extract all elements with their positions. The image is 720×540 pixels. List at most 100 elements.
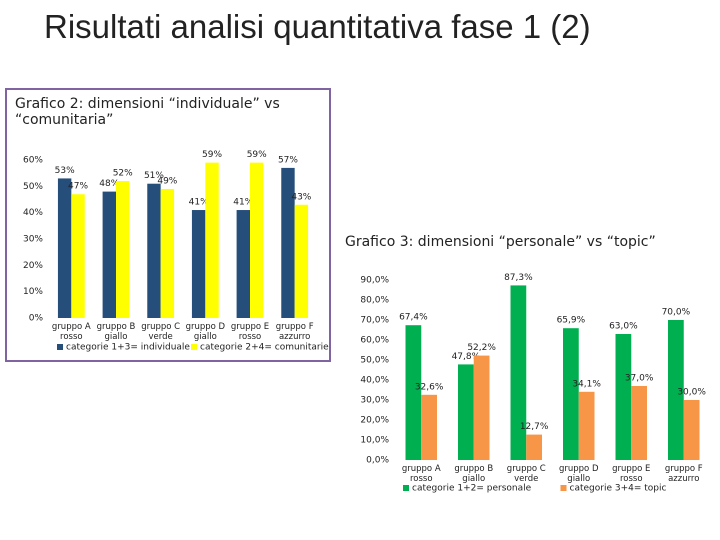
data-label: 47% bbox=[68, 182, 88, 192]
y-tick-label: 60% bbox=[23, 156, 43, 166]
data-label: 57% bbox=[278, 155, 298, 165]
bar bbox=[116, 181, 130, 318]
bar bbox=[473, 355, 490, 460]
x-label-box: gruppo A rosso bbox=[52, 322, 91, 342]
x-tick-label: gruppo D giallo bbox=[185, 322, 226, 342]
data-label: 47,8% bbox=[452, 352, 481, 362]
data-label: 12,7% bbox=[520, 422, 549, 432]
x-tick-label: gruppo C verde bbox=[141, 322, 181, 342]
chart-box: Grafico 3: dimensioni “personale” vs “to… bbox=[335, 228, 715, 536]
data-label: 59% bbox=[202, 150, 222, 160]
legend-label: categorie 1+3= individuale bbox=[66, 343, 190, 353]
x-tick-label: gruppo B giallo bbox=[454, 464, 494, 484]
y-tick-label: 50,0% bbox=[360, 356, 389, 366]
data-label: 41% bbox=[233, 198, 253, 208]
legend-label: categorie 1+2= personale bbox=[412, 484, 532, 494]
data-label: 70,0% bbox=[662, 308, 691, 318]
x-tick-label: gruppo F azzurro bbox=[664, 464, 703, 484]
y-tick-label: 30,0% bbox=[360, 396, 389, 406]
x-label-box: gruppo B giallo bbox=[96, 322, 136, 342]
bar bbox=[147, 183, 161, 318]
data-label: 48% bbox=[99, 179, 119, 189]
bar bbox=[57, 178, 72, 318]
bar bbox=[205, 162, 219, 318]
data-label: 41% bbox=[189, 198, 209, 208]
bar bbox=[458, 364, 474, 460]
bar bbox=[191, 210, 206, 318]
y-tick-label: 50% bbox=[23, 182, 43, 192]
bar bbox=[250, 162, 264, 318]
x-tick-label: gruppo E rosso bbox=[230, 322, 270, 342]
y-tick-label: 0% bbox=[29, 314, 44, 324]
data-label: 43% bbox=[291, 192, 311, 202]
data-label: 65,9% bbox=[557, 316, 586, 326]
data-label: 30,0% bbox=[677, 388, 706, 398]
y-tick-label: 10,0% bbox=[360, 436, 389, 446]
data-label: 32,6% bbox=[415, 382, 444, 392]
bar bbox=[421, 394, 437, 460]
x-label-box: gruppo D giallo bbox=[185, 322, 226, 342]
data-label: 52,2% bbox=[467, 343, 496, 353]
y-tick-label: 70,0% bbox=[360, 316, 389, 326]
x-label-box: gruppo C verde bbox=[141, 322, 181, 342]
slide-title: Risultati analisi quantitativa fase 1 (2… bbox=[44, 8, 591, 45]
x-tick-label: gruppo A rosso bbox=[401, 464, 441, 484]
data-label: 52% bbox=[113, 169, 133, 179]
legend-swatch bbox=[191, 344, 197, 350]
legend-swatch bbox=[560, 485, 567, 491]
legend-swatch bbox=[57, 344, 63, 350]
legend-swatch bbox=[403, 485, 409, 491]
bar bbox=[236, 210, 250, 318]
bar bbox=[526, 434, 542, 460]
x-tick-label: gruppo D giallo bbox=[558, 464, 599, 484]
x-label-box: gruppo A rosso bbox=[401, 464, 441, 484]
x-label-box: gruppo D giallo bbox=[558, 464, 599, 484]
y-tick-label: 60,0% bbox=[360, 336, 389, 346]
x-label-box: gruppo E rosso bbox=[612, 464, 651, 484]
data-label: 67,4% bbox=[399, 313, 428, 323]
bar bbox=[631, 386, 647, 460]
bar bbox=[405, 325, 422, 460]
legend-label: categorie 2+4= comunitarie bbox=[200, 343, 329, 353]
y-tick-label: 20,0% bbox=[360, 416, 389, 426]
y-tick-label: 90,0% bbox=[360, 276, 389, 286]
bar bbox=[281, 167, 295, 318]
bar bbox=[563, 328, 579, 460]
legend-label: categorie 3+4= topic bbox=[570, 484, 667, 494]
bar bbox=[102, 191, 116, 318]
chart: 0% 10% 20% 30% 40% 50% 60% gruppo A rosso 53% 47%… bbox=[23, 150, 329, 353]
data-label: 37,0% bbox=[625, 374, 654, 384]
data-label: 51% bbox=[144, 171, 164, 181]
y-tick-label: 0,0% bbox=[366, 456, 389, 466]
data-label: 53% bbox=[55, 166, 75, 176]
bar bbox=[615, 334, 632, 460]
x-tick-label: gruppo F azzurro bbox=[275, 322, 314, 342]
data-label: 49% bbox=[157, 176, 177, 186]
bar bbox=[294, 204, 309, 318]
chart-box: Grafico 2: dimensioni “individuale” vs “… bbox=[5, 88, 331, 362]
data-label: 59% bbox=[247, 150, 267, 160]
data-label: 87,3% bbox=[504, 273, 533, 283]
chart-title: Grafico 3: dimensioni “personale” vs “to… bbox=[345, 234, 656, 250]
y-tick-label: 10% bbox=[23, 287, 43, 297]
bar bbox=[668, 320, 684, 460]
bar bbox=[160, 188, 175, 318]
chart-title: Grafico 2: dimensioni “individuale” vs “… bbox=[15, 96, 280, 128]
chart: 0,0% 10,0% 20,0% 30,0% 40,0% 50,0% 60,0% 70,0% 8… bbox=[360, 273, 706, 494]
data-label: 34,1% bbox=[572, 379, 601, 389]
y-tick-label: 80,0% bbox=[360, 296, 389, 306]
y-tick-label: 30% bbox=[23, 235, 43, 245]
x-label-box: gruppo F azzurro bbox=[275, 322, 314, 342]
data-label: 63,0% bbox=[609, 322, 638, 332]
x-label-box: gruppo F azzurro bbox=[664, 464, 703, 484]
x-tick-label: gruppo E rosso bbox=[612, 464, 651, 484]
x-tick-label: gruppo C verde bbox=[506, 464, 546, 484]
bar bbox=[71, 194, 85, 318]
x-label-box: gruppo E rosso bbox=[230, 322, 270, 342]
bar bbox=[578, 391, 595, 460]
y-tick-label: 40% bbox=[23, 208, 43, 218]
x-label-box: gruppo B giallo bbox=[454, 464, 494, 484]
x-label-box: gruppo C verde bbox=[506, 464, 546, 484]
x-tick-label: gruppo B giallo bbox=[96, 322, 136, 342]
